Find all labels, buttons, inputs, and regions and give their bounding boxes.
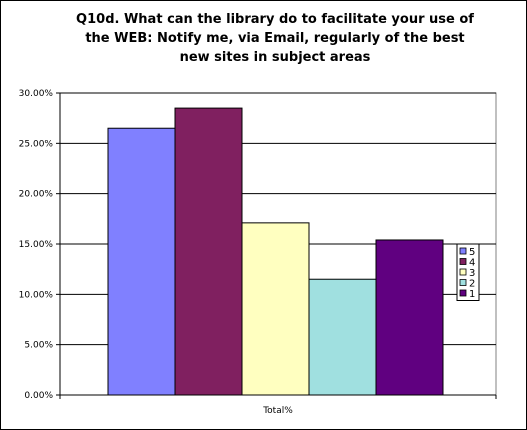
chart-title-line-3: new sites in subject areas [179,50,371,65]
y-tick-label-4: 20.00% [19,190,54,200]
legend-swatch-2 [459,279,467,286]
bar-series-3 [241,222,310,396]
y-tick-labels: 0.00% 5.00% 10.00% 15.00% 20.00% 25.00% 30.00% [19,89,54,401]
y-tick-label-6: 30.00% [19,89,54,99]
legend-label-4: 4 [469,258,475,269]
bar-series-1 [375,239,444,396]
chart-title-line-2: the WEB: Notify me, via Email, regularly… [85,31,465,46]
x-tick-labels: Total% [262,406,293,416]
legend-label-3: 3 [469,268,475,279]
bars [107,107,444,396]
legend-label-2: 2 [469,279,475,290]
chart-title-line-1: Q10d. What can the library do to facilit… [76,12,474,27]
y-tick-label-2: 10.00% [19,290,54,300]
bar-series-5 [107,127,176,396]
bar-series-4 [174,107,243,396]
legend-swatch-5 [459,247,467,255]
x-tick-label-0: Total% [262,406,293,416]
y-tick-label-1: 5.00% [24,341,53,351]
legend-swatch-3 [459,268,467,276]
bar-series-2 [308,278,377,396]
axes [56,92,497,399]
y-tick-label-0: 0.00% [24,391,53,401]
y-tick-label-5: 25.00% [19,139,54,149]
legend-swatch-1 [459,289,467,297]
chart-title: Q10d. What can the library do to facilit… [60,10,490,67]
legend-label-1: 1 [469,289,475,300]
legend-swatch-4 [459,258,467,265]
y-tick-label-3: 15.00% [19,240,54,250]
legend-label-5: 5 [469,247,475,258]
